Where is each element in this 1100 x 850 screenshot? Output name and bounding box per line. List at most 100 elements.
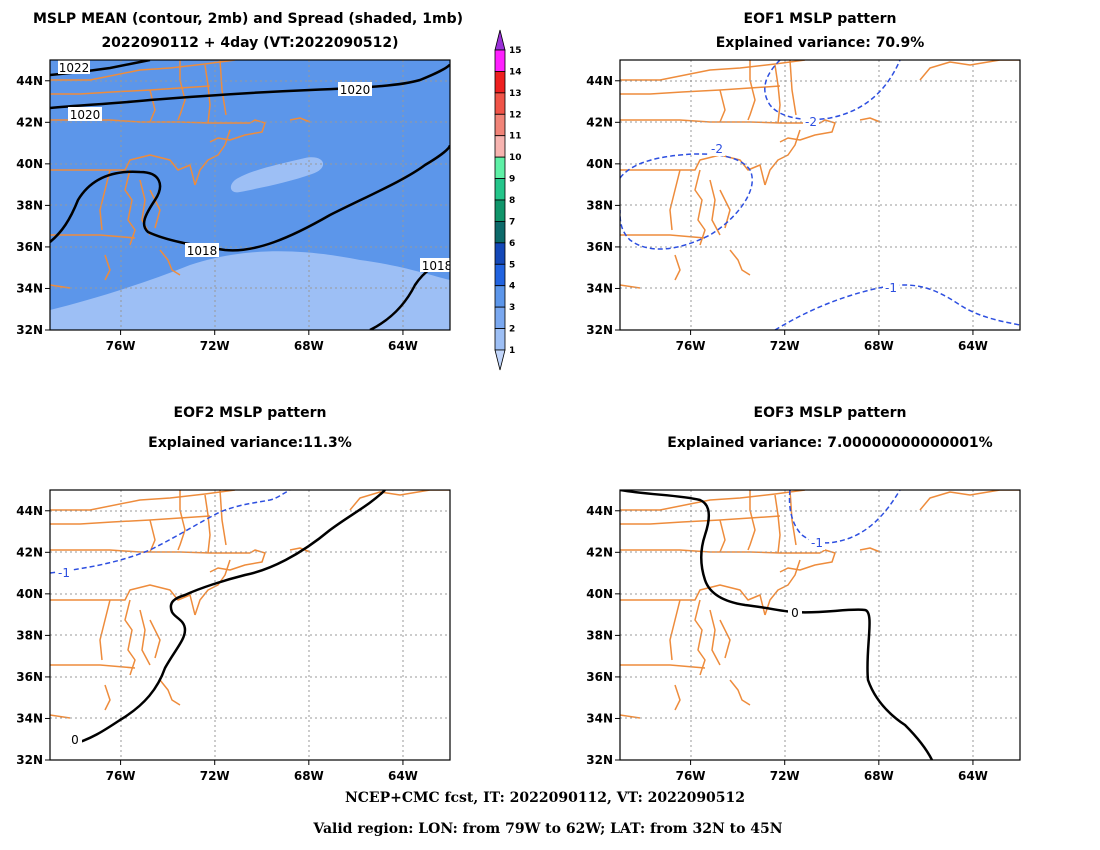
- contour-label-text: -1: [811, 536, 823, 550]
- colorbar-cell: [494, 156, 506, 179]
- colorbar-label: 11: [509, 132, 522, 142]
- lat-tick-label: 32N: [16, 323, 43, 337]
- contour-label-bg: [883, 281, 899, 295]
- panel-title: EOF2 MSLP pattern: [174, 405, 327, 421]
- contour-label: -1: [809, 536, 825, 550]
- contour-label-text: -2: [711, 142, 723, 156]
- eof-contours-zero: [620, 490, 934, 760]
- contour-label: 0: [788, 606, 802, 620]
- map-area: -1 0: [620, 490, 1020, 760]
- lat-tick-label: 32N: [586, 323, 613, 337]
- lon-tick-label: 72W: [770, 339, 800, 353]
- lat-tick-label: 42N: [586, 545, 613, 559]
- lat-tick-label: 44N: [586, 74, 613, 88]
- y-axis: 32N 34N 36N 38N 40N 42N 44N: [16, 504, 50, 767]
- contour-label-bg: [803, 115, 819, 129]
- lat-tick-label: 40N: [16, 157, 43, 171]
- contour-label-text: 1018: [187, 244, 218, 258]
- eof-contours-negative: [788, 490, 901, 544]
- colorbar-label: 7: [509, 217, 515, 227]
- lon-tick-label: 64W: [388, 769, 418, 783]
- contour-label-text: 1022: [59, 61, 90, 75]
- contour-label: -2: [709, 142, 725, 156]
- lon-tick-label: 76W: [106, 769, 136, 783]
- contour-label-text: -2: [805, 115, 817, 129]
- contour-label-bg: [58, 60, 90, 74]
- map-frame: [49, 59, 451, 331]
- colorbar-cell: [494, 113, 506, 137]
- map-area: -2 -2 -1: [620, 60, 1020, 330]
- colorbar-label: 12: [509, 110, 522, 120]
- contour-label-bg: [338, 82, 372, 96]
- lat-tick-label: 34N: [16, 281, 43, 295]
- colorbar-label: 5: [509, 260, 515, 270]
- panel-mslp-mean: MSLP MEAN (contour, 2mb) and Spread (sha…: [16, 11, 463, 353]
- contour-label-bg: [709, 142, 725, 156]
- lon-tick-label: 68W: [864, 769, 894, 783]
- panel-subtitle: Explained variance: 70.9%: [716, 35, 925, 51]
- map-area: 1022 1020 1020 1018 1018: [50, 60, 453, 330]
- grid: [620, 490, 1020, 760]
- map-background: [50, 490, 450, 760]
- contour-label-bg: [809, 536, 825, 550]
- map-background: [620, 60, 1020, 330]
- lat-tick-label: 34N: [16, 711, 43, 725]
- colorbar-label: 9: [509, 175, 515, 185]
- coastline: [620, 490, 1020, 719]
- colorbar-cell: [494, 71, 506, 94]
- coastline: [50, 60, 311, 289]
- contour-label-bg: [788, 606, 802, 620]
- panel-subtitle: Explained variance: 7.00000000000001%: [667, 435, 992, 451]
- colorbar-cell: [494, 328, 506, 351]
- contour-label-bg: [68, 107, 102, 121]
- lat-tick-label: 42N: [16, 115, 43, 129]
- colorbar-cell: [494, 285, 506, 308]
- lon-tick-label: 72W: [770, 769, 800, 783]
- grid: [620, 60, 1020, 330]
- lat-tick-label: 44N: [16, 504, 43, 518]
- colorbar-label: 15: [509, 46, 522, 56]
- contour-label: 1018: [420, 258, 453, 273]
- colorbar-cell: [494, 92, 506, 115]
- lat-tick-label: 34N: [586, 281, 613, 295]
- lat-tick-label: 36N: [586, 670, 613, 684]
- contour-label-bg: [420, 258, 450, 272]
- colorbar-cell: [494, 242, 506, 265]
- contour-label: -1: [56, 566, 72, 580]
- panel-eof2: EOF2 MSLP pattern Explained variance:11.…: [16, 405, 451, 783]
- colorbar-label: 2: [509, 325, 515, 335]
- map-background: [620, 490, 1020, 760]
- lat-tick-label: 40N: [16, 587, 43, 601]
- grid: [50, 60, 450, 330]
- x-axis: 76W 72W 68W 64W: [676, 760, 988, 783]
- contour-label: -1: [883, 281, 899, 295]
- lon-tick-label: 72W: [200, 769, 230, 783]
- colorbar-label: 3: [509, 303, 515, 313]
- lat-tick-label: 36N: [16, 670, 43, 684]
- map-frame: [619, 489, 1021, 761]
- contour-label-text: 1020: [70, 108, 101, 122]
- lon-tick-label: 76W: [676, 769, 706, 783]
- panel-title: EOF1 MSLP pattern: [744, 11, 897, 27]
- lat-tick-label: 42N: [586, 115, 613, 129]
- map-area: -1 0: [50, 490, 450, 760]
- panel-eof3: EOF3 MSLP pattern Explained variance: 7.…: [586, 405, 1021, 783]
- contour-label-text: 1020: [340, 83, 371, 97]
- map-frame: [619, 59, 1021, 331]
- contour-label-text: 0: [71, 733, 79, 747]
- footer-forecast-info: NCEP+CMC fcst, IT: 2022090112, VT: 20220…: [345, 790, 745, 806]
- lon-tick-label: 64W: [958, 769, 988, 783]
- contour-label: 1022: [58, 60, 90, 75]
- colorbar-cell: [494, 49, 506, 72]
- colorbar-cell: [494, 29, 506, 51]
- contour-label-text: 1018: [422, 259, 453, 273]
- lat-tick-label: 32N: [586, 753, 613, 767]
- colorbar-label: 8: [509, 196, 515, 206]
- lat-tick-label: 40N: [586, 587, 613, 601]
- lon-tick-label: 68W: [294, 769, 324, 783]
- footer-valid-region: Valid region: LON: from 79W to 62W; LAT:…: [312, 821, 782, 837]
- spread-shading-2mb: [230, 157, 324, 193]
- colorbar-label: 10: [509, 153, 522, 163]
- contour-label: -2: [803, 115, 819, 129]
